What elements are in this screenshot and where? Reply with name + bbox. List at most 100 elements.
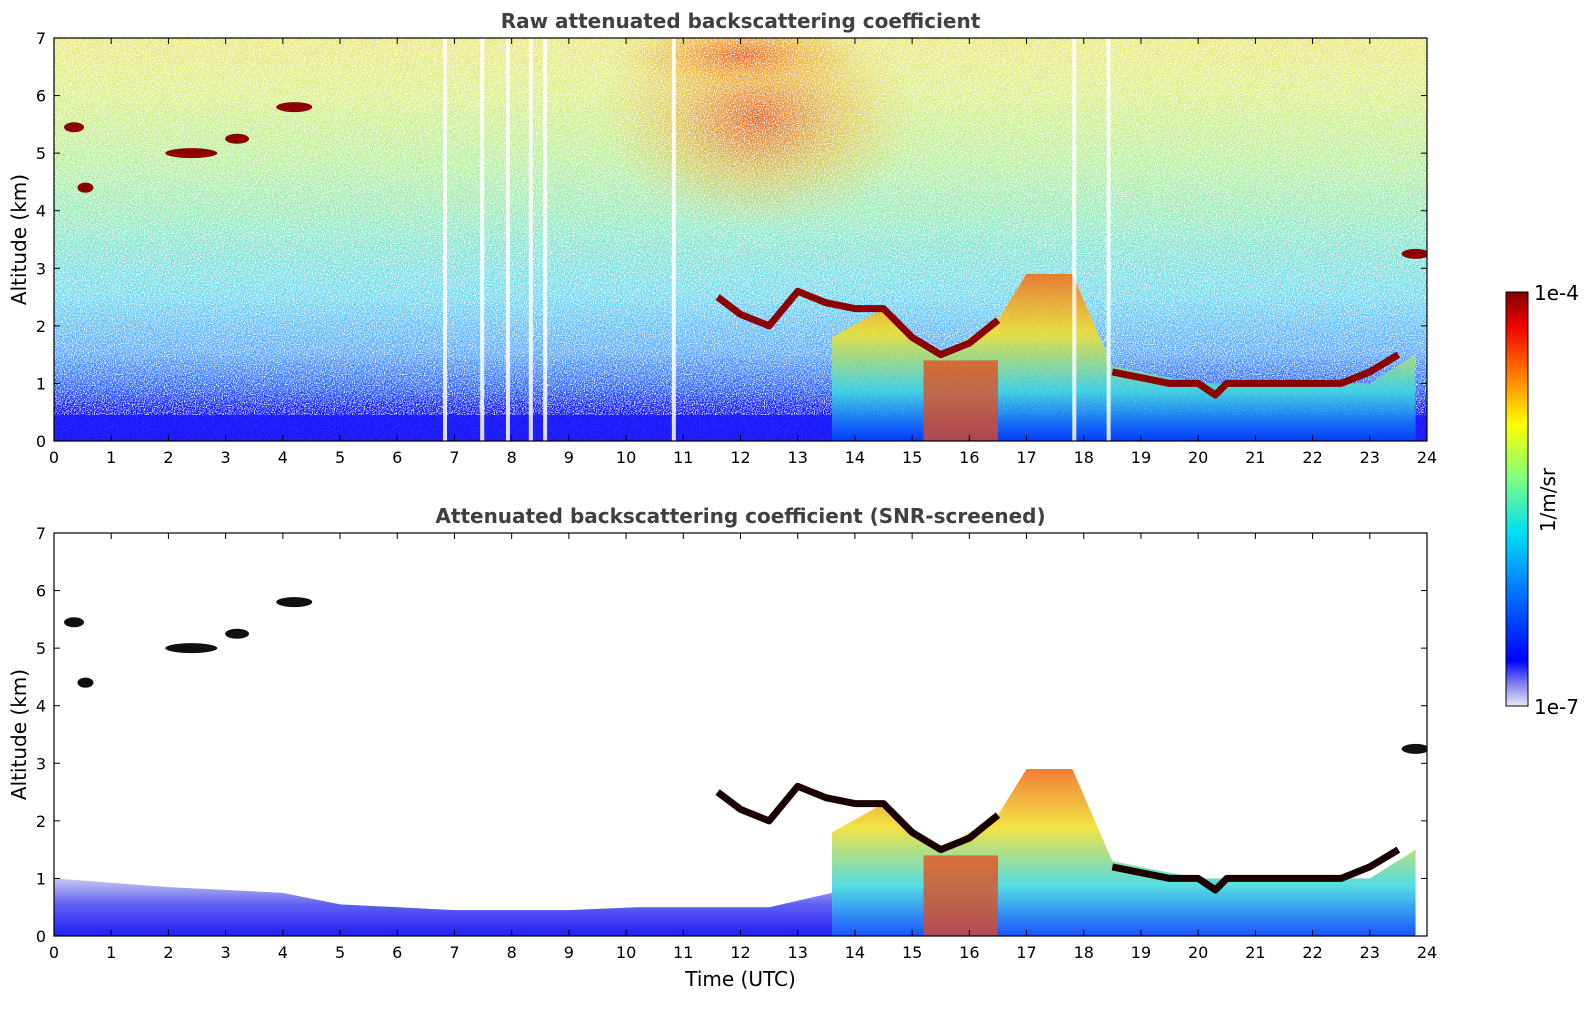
colorbar-min-label: 1e-7 <box>1534 695 1579 719</box>
x-tick-label: 17 <box>1016 943 1036 962</box>
cloud-layer-line <box>1111 351 1401 399</box>
cloud-layer-line <box>715 782 1001 854</box>
cloud-patch <box>225 628 250 639</box>
y-tick-label: 7 <box>36 29 46 48</box>
y-tick-label: 1 <box>36 374 46 393</box>
data-gap <box>505 38 510 441</box>
y-tick-label: 4 <box>36 697 46 716</box>
y-tick-label: 6 <box>36 582 46 601</box>
colorbar-max-label: 1e-4 <box>1534 281 1579 305</box>
x-tick-label: 22 <box>1302 943 1322 962</box>
x-tick-label: 6 <box>392 448 402 467</box>
panel-title: Raw attenuated backscattering coefficien… <box>501 9 981 33</box>
x-tick-label: 10 <box>616 448 636 467</box>
colorbar-scale <box>1505 291 1529 707</box>
y-tick-label: 0 <box>36 927 46 946</box>
cloud-patch <box>64 617 85 628</box>
raw-backscatter-panel: Raw attenuated backscattering coefficien… <box>7 9 1437 467</box>
x-tick-label: 3 <box>221 448 231 467</box>
cloud-patch <box>276 597 313 608</box>
x-tick-label: 23 <box>1360 448 1380 467</box>
panel-title: Attenuated backscattering coefficient (S… <box>435 504 1045 528</box>
x-tick-label: 5 <box>335 943 345 962</box>
x-tick-label: 5 <box>335 448 345 467</box>
x-tick-label: 19 <box>1131 943 1151 962</box>
x-tick-label: 19 <box>1131 448 1151 467</box>
data-gap <box>1106 38 1111 441</box>
y-tick-label: 4 <box>36 202 46 221</box>
x-tick-label: 3 <box>221 943 231 962</box>
x-tick-label: 4 <box>278 448 288 467</box>
x-tick-label: 24 <box>1417 943 1437 962</box>
x-tick-label: 20 <box>1188 943 1208 962</box>
y-tick-label: 5 <box>36 639 46 658</box>
x-tick-label: 8 <box>507 943 517 962</box>
x-tick-label: 21 <box>1245 943 1265 962</box>
data-gap <box>480 38 485 441</box>
y-tick-label: 0 <box>36 432 46 451</box>
x-tick-label: 13 <box>788 943 808 962</box>
x-tick-label: 1 <box>106 943 116 962</box>
cloud-patch <box>225 133 250 144</box>
data-gap <box>1072 38 1077 441</box>
x-tick-label: 0 <box>49 448 59 467</box>
x-tick-label: 1 <box>106 448 116 467</box>
cloud-layer-line <box>715 287 1001 359</box>
heatmap-image <box>54 533 1427 936</box>
colorbar-unit-label: 1/m/sr <box>1536 467 1560 532</box>
x-tick-label: 24 <box>1417 448 1437 467</box>
cloud-patch <box>276 102 313 113</box>
y-tick-label: 3 <box>36 259 46 278</box>
x-tick-label: 15 <box>902 448 922 467</box>
cloud-patch <box>165 643 218 654</box>
strong-echo <box>923 855 998 936</box>
x-tick-label: 18 <box>1074 943 1094 962</box>
x-tick-label: 4 <box>278 943 288 962</box>
x-tick-label: 20 <box>1188 448 1208 467</box>
data-gap <box>671 38 676 441</box>
x-tick-label: 16 <box>959 448 979 467</box>
cloud-patch <box>1401 248 1427 259</box>
x-tick-label: 23 <box>1360 943 1380 962</box>
cloud-patch <box>1401 743 1427 754</box>
x-tick-label: 11 <box>673 448 693 467</box>
cloud-patch <box>165 148 218 159</box>
y-tick-label: 2 <box>36 317 46 336</box>
x-tick-label: 12 <box>730 448 750 467</box>
x-tick-label: 21 <box>1245 448 1265 467</box>
x-tick-label: 7 <box>449 943 459 962</box>
y-axis-label: Altitude (km) <box>7 174 31 305</box>
x-tick-label: 22 <box>1302 448 1322 467</box>
noise-texture <box>54 38 1427 441</box>
heatmap-image <box>54 38 1427 441</box>
cloud-patch <box>77 677 94 688</box>
cloud-patch <box>64 122 85 133</box>
x-tick-label: 15 <box>902 943 922 962</box>
x-tick-label: 0 <box>49 943 59 962</box>
colorbar: 1e-4 1e-7 1/m/sr <box>1505 281 1579 719</box>
x-tick-label: 9 <box>564 943 574 962</box>
x-tick-label: 10 <box>616 943 636 962</box>
data-gap <box>543 38 548 441</box>
x-tick-label: 7 <box>449 448 459 467</box>
y-tick-label: 3 <box>36 754 46 773</box>
x-tick-label: 8 <box>507 448 517 467</box>
y-tick-label: 5 <box>36 144 46 163</box>
y-tick-label: 6 <box>36 87 46 106</box>
x-tick-label: 13 <box>788 448 808 467</box>
x-tick-label: 16 <box>959 943 979 962</box>
data-gap <box>443 38 448 441</box>
data-gap <box>528 38 533 441</box>
strong-echo <box>923 360 998 441</box>
y-axis-label: Altitude (km) <box>7 669 31 800</box>
x-tick-label: 2 <box>163 448 173 467</box>
x-tick-label: 2 <box>163 943 173 962</box>
y-tick-label: 2 <box>36 812 46 831</box>
snr-screened-panel: Attenuated backscattering coefficient (S… <box>7 504 1437 991</box>
y-tick-label: 1 <box>36 869 46 888</box>
cloud-patch <box>77 182 94 193</box>
x-tick-label: 18 <box>1074 448 1094 467</box>
cloud-layer-line <box>1111 846 1401 894</box>
x-tick-label: 17 <box>1016 448 1036 467</box>
